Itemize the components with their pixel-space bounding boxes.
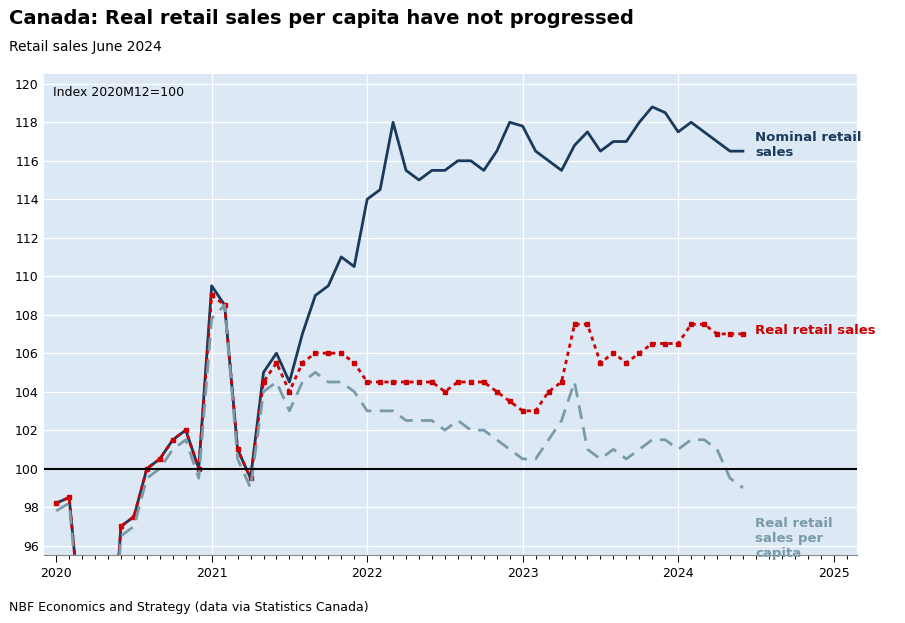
Text: Retail sales June 2024: Retail sales June 2024 — [9, 40, 162, 54]
Text: NBF Economics and Strategy (data via Statistics Canada): NBF Economics and Strategy (data via Sta… — [9, 601, 368, 614]
Text: Real retail
sales per
capita: Real retail sales per capita — [756, 516, 833, 559]
Text: Real retail sales: Real retail sales — [756, 323, 876, 336]
Text: Canada: Real retail sales per capita have not progressed: Canada: Real retail sales per capita hav… — [9, 9, 633, 28]
Text: Index 2020M12=100: Index 2020M12=100 — [53, 86, 185, 99]
Text: Nominal retail
sales: Nominal retail sales — [756, 131, 862, 159]
